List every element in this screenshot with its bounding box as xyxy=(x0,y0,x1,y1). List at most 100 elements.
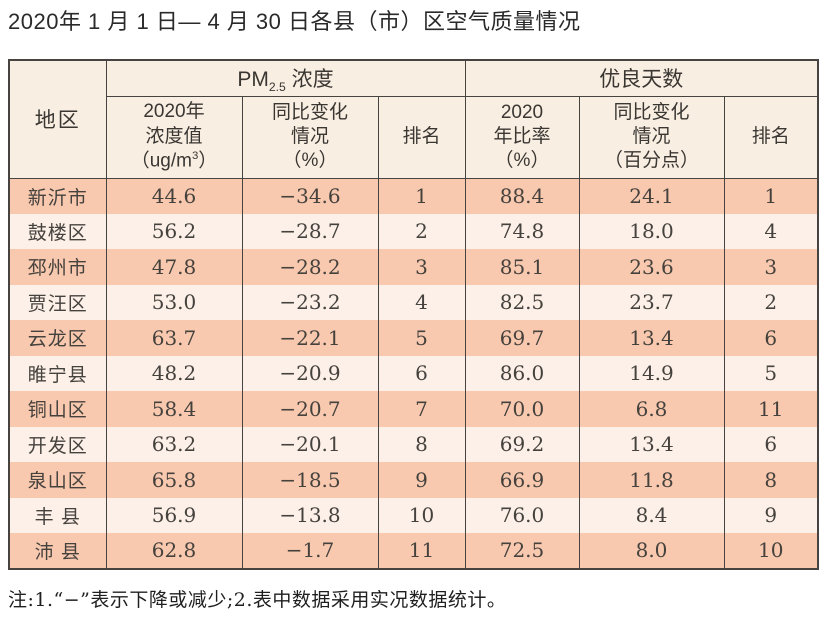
pm-group-prefix: PM xyxy=(237,67,269,91)
table-header: 地区 PM2.5 浓度 优良天数 2020年 浓度值 （ug/m3） 同比变化 … xyxy=(8,59,819,179)
days-rank-cell: 5 xyxy=(723,355,819,391)
unit-sup: 3 xyxy=(191,149,199,162)
pm-value-cell: 63.2 xyxy=(105,426,243,462)
days-change-cell: 24.1 xyxy=(578,178,725,214)
pm-value-cell: 53.0 xyxy=(105,284,243,320)
table-row: 开发区 63.2 −20.1 8 69.2 13.4 6 xyxy=(8,426,819,462)
pm-value-cell: 65.8 xyxy=(105,462,243,498)
pm-rank-cell: 5 xyxy=(377,320,466,356)
header-days-change-line3: （百分点） xyxy=(603,150,699,172)
pm-rank-cell: 9 xyxy=(377,462,466,498)
table-row: 邳州市 47.8 −28.2 3 85.1 23.6 3 xyxy=(8,249,819,285)
header-pm-change-line1: 同比变化 xyxy=(271,101,348,123)
days-rank-cell: 2 xyxy=(723,284,819,320)
header-pm-value-unit: （ug/m3） xyxy=(107,149,242,174)
pm-change-cell: −20.7 xyxy=(241,391,379,427)
pm-change-cell: −1.7 xyxy=(241,533,379,569)
table-row: 泉山区 65.8 −18.5 9 66.9 11.8 8 xyxy=(8,462,819,498)
days-rate-cell: 70.0 xyxy=(464,391,580,427)
pm-change-cell: −34.6 xyxy=(241,178,379,214)
pm-value-cell: 47.8 xyxy=(105,249,243,285)
pm-change-cell: −13.8 xyxy=(241,497,379,533)
region-cell: 睢宁县 xyxy=(8,355,107,391)
pm-change-cell: −23.2 xyxy=(241,284,379,320)
days-rank-cell: 3 xyxy=(723,249,819,285)
table-row: 沛 县 62.8 −1.7 11 72.5 8.0 10 xyxy=(8,533,819,569)
pm-rank-cell: 4 xyxy=(377,284,466,320)
days-change-cell: 8.0 xyxy=(578,533,725,569)
days-rank-cell: 6 xyxy=(723,320,819,356)
days-change-cell: 11.8 xyxy=(578,462,725,498)
pm-value-cell: 62.8 xyxy=(105,533,243,569)
table-row: 新沂市 44.6 −34.6 1 88.4 24.1 1 xyxy=(8,178,819,214)
pm-change-cell: −28.2 xyxy=(241,249,379,285)
days-change-cell: 6.8 xyxy=(578,391,725,427)
header-days-change: 同比变化 情况 （百分点） xyxy=(578,95,725,179)
pm-value-cell: 58.4 xyxy=(105,391,243,427)
region-cell: 泉山区 xyxy=(8,462,107,498)
region-cell: 贾汪区 xyxy=(8,284,107,320)
days-rank-cell: 9 xyxy=(723,497,819,533)
days-change-cell: 14.9 xyxy=(578,355,725,391)
header-days-rank: 排名 xyxy=(723,95,819,179)
pm-value-cell: 48.2 xyxy=(105,355,243,391)
days-rank-cell: 11 xyxy=(723,391,819,427)
days-rank-cell: 8 xyxy=(723,462,819,498)
header-days-rate: 2020 年比率 （%） xyxy=(464,95,580,179)
header-pm-change-line2: 情况 xyxy=(290,125,329,147)
region-cell: 鼓楼区 xyxy=(8,213,107,249)
days-rate-cell: 76.0 xyxy=(464,497,580,533)
days-rate-cell: 82.5 xyxy=(464,284,580,320)
pm-value-cell: 63.7 xyxy=(105,320,243,356)
days-rate-cell: 69.2 xyxy=(464,426,580,462)
table-row: 贾汪区 53.0 −23.2 4 82.5 23.7 2 xyxy=(8,284,819,320)
pm-value-cell: 56.2 xyxy=(105,213,243,249)
days-rank-cell: 4 xyxy=(723,213,819,249)
days-change-cell: 23.7 xyxy=(578,284,725,320)
pm-rank-cell: 7 xyxy=(377,391,466,427)
days-change-cell: 18.0 xyxy=(578,213,725,249)
days-rate-cell: 66.9 xyxy=(464,462,580,498)
header-pm-rank: 排名 xyxy=(377,95,466,179)
header-pm-value: 2020年 浓度值 （ug/m3） xyxy=(105,95,243,179)
days-change-cell: 23.6 xyxy=(578,249,725,285)
days-change-cell: 13.4 xyxy=(578,320,725,356)
pm-change-cell: −20.1 xyxy=(241,426,379,462)
pm-group-suffix: 浓度 xyxy=(285,67,334,91)
header-days-change-line1: 同比变化 xyxy=(613,101,690,123)
pm-rank-cell: 2 xyxy=(377,213,466,249)
header-region: 地区 xyxy=(8,59,107,179)
table-row: 云龙区 63.7 −22.1 5 69.7 13.4 6 xyxy=(8,320,819,356)
header-days-rate-line3: （%） xyxy=(494,150,550,172)
table-row: 丰 县 56.9 −13.8 10 76.0 8.4 9 xyxy=(8,497,819,533)
days-change-cell: 8.4 xyxy=(578,497,725,533)
pm-value-cell: 44.6 xyxy=(105,178,243,214)
header-days-rate-line2: 年比率 xyxy=(493,125,551,147)
header-days-group: 优良天数 xyxy=(464,59,819,97)
pm-rank-cell: 10 xyxy=(377,497,466,533)
page-title: 2020年 1 月 1 日— 4 月 30 日各县（市）区空气质量情况 xyxy=(8,9,581,34)
days-rate-cell: 74.8 xyxy=(464,213,580,249)
header-group-row: 地区 PM2.5 浓度 优良天数 xyxy=(8,59,819,179)
region-cell: 云龙区 xyxy=(8,320,107,356)
days-rate-cell: 72.5 xyxy=(464,533,580,569)
table-body: 新沂市 44.6 −34.6 1 88.4 24.1 1 鼓楼区 56.2 −2… xyxy=(8,178,819,569)
days-rate-cell: 88.4 xyxy=(464,178,580,214)
header-pm-value-line1: 2020年 xyxy=(143,101,205,123)
days-rank-cell: 6 xyxy=(723,426,819,462)
pm-change-cell: −28.7 xyxy=(241,213,379,249)
pm-value-cell: 56.9 xyxy=(105,497,243,533)
header-sub-row: 2020年 浓度值 （ug/m3） 同比变化 情况 （%） 排名 2020 年比… xyxy=(9,95,819,179)
days-rate-cell: 85.1 xyxy=(464,249,580,285)
header-pm-change-line3: （%） xyxy=(282,150,338,172)
region-cell: 丰 县 xyxy=(8,497,107,533)
header-pm-group: PM2.5 浓度 xyxy=(105,59,466,97)
pm-change-cell: −22.1 xyxy=(241,320,379,356)
region-cell: 开发区 xyxy=(8,426,107,462)
unit-open: （ug/m xyxy=(130,150,192,172)
table-row: 铜山区 58.4 −20.7 7 70.0 6.8 11 xyxy=(8,391,819,427)
days-rate-cell: 69.7 xyxy=(464,320,580,356)
footnote: 注:1.“−”表示下降或减少;2.表中数据采用实况数据统计。 xyxy=(8,588,507,611)
region-cell: 邳州市 xyxy=(8,249,107,285)
days-change-cell: 13.4 xyxy=(578,426,725,462)
